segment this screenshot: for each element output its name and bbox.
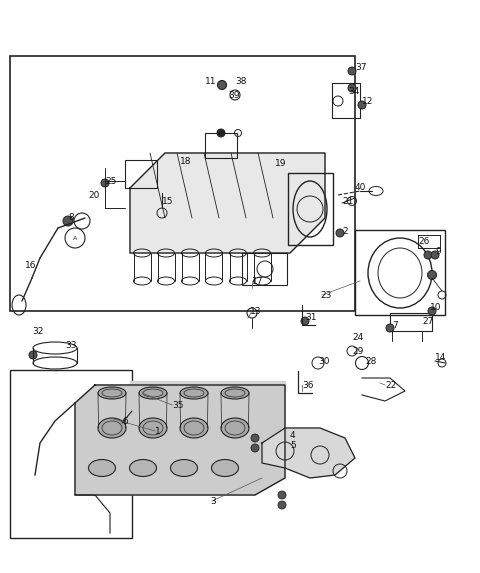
Circle shape [251,444,259,452]
Text: 20: 20 [88,190,99,199]
Text: 10: 10 [430,304,442,312]
Text: 6: 6 [122,417,128,426]
Text: 5: 5 [290,441,296,449]
Ellipse shape [212,460,239,477]
Ellipse shape [98,418,126,438]
Text: 18: 18 [180,156,192,166]
Text: 7: 7 [392,320,398,329]
Circle shape [428,270,436,280]
Text: 36: 36 [302,380,313,390]
Circle shape [217,80,227,89]
Text: 24: 24 [352,333,363,343]
Text: 8: 8 [68,214,74,222]
Circle shape [358,101,366,109]
Ellipse shape [139,387,167,399]
Polygon shape [130,153,325,253]
Text: 16: 16 [25,261,36,269]
Ellipse shape [180,387,208,399]
Text: 39: 39 [228,91,240,100]
Text: A: A [73,236,77,241]
Text: 40: 40 [355,183,366,193]
Bar [288,173,333,245]
Polygon shape [75,385,285,495]
Text: 26: 26 [418,237,430,245]
Ellipse shape [88,460,116,477]
Text: 21: 21 [342,197,353,206]
Ellipse shape [98,387,126,399]
Ellipse shape [180,418,208,438]
Text: 34: 34 [348,87,360,96]
Text: 3: 3 [210,496,216,505]
Bar [10,370,132,538]
Circle shape [278,501,286,509]
Bar [205,133,237,158]
Circle shape [386,324,394,332]
Circle shape [301,317,309,325]
Text: 17: 17 [252,277,264,285]
Circle shape [431,251,439,259]
Bar [390,313,432,331]
Polygon shape [262,428,355,478]
Circle shape [348,84,356,92]
Text: 28: 28 [365,356,376,366]
Circle shape [428,307,436,315]
Bar [242,253,287,285]
Text: 25: 25 [105,176,116,186]
Bar [332,83,360,118]
Text: 15: 15 [162,197,173,206]
Text: 31: 31 [305,313,316,323]
Text: 23: 23 [320,291,331,300]
Text: 13: 13 [250,307,262,316]
Text: 38: 38 [235,77,247,85]
Text: 2: 2 [342,226,348,236]
Circle shape [29,351,37,359]
Ellipse shape [221,418,249,438]
Text: 30: 30 [318,356,329,366]
Circle shape [278,491,286,499]
Text: 12: 12 [362,96,373,105]
Text: 37: 37 [355,64,367,73]
Text: 1: 1 [155,426,161,435]
Text: 11: 11 [205,77,216,85]
Circle shape [251,434,259,442]
Ellipse shape [221,387,249,399]
Ellipse shape [139,418,167,438]
Text: 14: 14 [435,354,446,363]
Text: 32: 32 [32,327,43,336]
Circle shape [101,179,109,187]
Polygon shape [130,381,285,391]
Bar [355,230,445,315]
Circle shape [348,67,356,75]
Text: 9: 9 [435,246,441,256]
Circle shape [63,216,73,226]
Circle shape [217,129,225,137]
Text: 22: 22 [385,380,396,390]
Text: 4: 4 [290,430,296,439]
Text: 19: 19 [275,159,287,167]
Bar [10,56,355,311]
Text: 29: 29 [352,347,363,355]
Ellipse shape [130,460,156,477]
Text: 35: 35 [172,401,183,410]
Circle shape [336,229,344,237]
Circle shape [424,251,432,259]
Text: 33: 33 [65,340,76,350]
Ellipse shape [170,460,197,477]
Text: 27: 27 [422,316,433,325]
Bar [125,160,157,188]
